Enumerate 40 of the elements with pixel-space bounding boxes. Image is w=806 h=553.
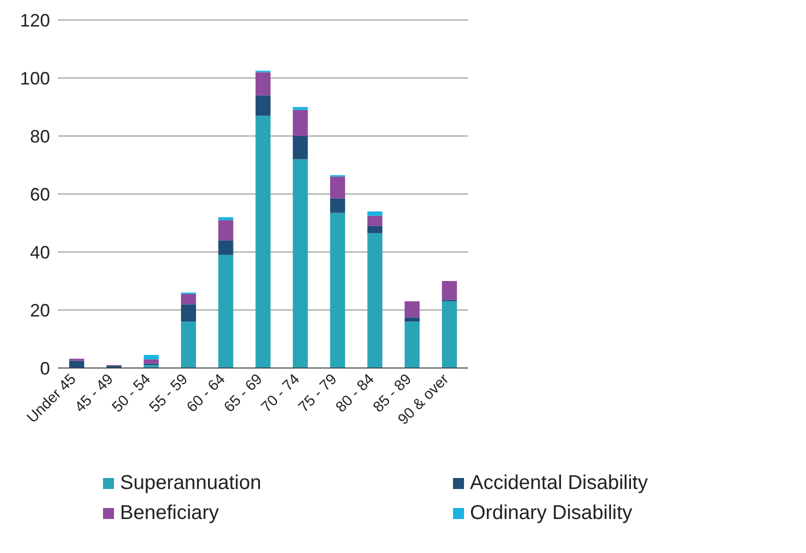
y-tick-label: 20 [30, 300, 50, 320]
bar [256, 72, 271, 96]
legend-label: Accidental Disability [470, 472, 648, 494]
y-tick-label: 120 [20, 10, 50, 30]
bar [218, 254, 234, 368]
bar [292, 136, 308, 160]
bar [330, 176, 346, 198]
legend-label: Superannuation [120, 472, 262, 494]
bar [442, 281, 457, 300]
bar [181, 294, 196, 304]
bar [367, 233, 382, 368]
bar [367, 216, 382, 226]
bar [292, 110, 308, 136]
bar [144, 354, 159, 360]
y-tick-label: 60 [30, 184, 50, 204]
bar [181, 304, 196, 322]
bar [404, 322, 420, 368]
bar [330, 212, 346, 368]
bar [69, 360, 84, 368]
bar [330, 198, 346, 213]
bar [218, 240, 234, 255]
bar [367, 226, 382, 234]
bar [292, 159, 308, 368]
bar [256, 95, 271, 116]
bar [144, 359, 159, 364]
bar [367, 211, 382, 216]
y-tick-label: 100 [20, 68, 50, 88]
bar [404, 317, 420, 322]
bar [181, 322, 196, 368]
y-tick-label: 80 [30, 126, 50, 146]
legend-label: Ordinary Disability [470, 502, 632, 524]
bar [442, 301, 457, 368]
y-tick-label: 0 [40, 358, 50, 378]
bar [218, 220, 234, 240]
bar [404, 301, 420, 318]
bar [256, 116, 271, 368]
bar [292, 107, 308, 110]
y-tick-label: 40 [30, 242, 50, 262]
bar [218, 217, 234, 220]
legend-label: Beneficiary [120, 502, 219, 524]
